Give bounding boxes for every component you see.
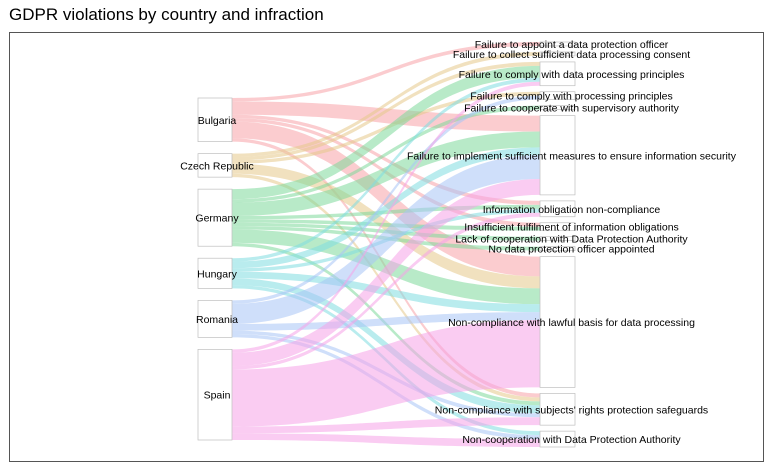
target-label-failure-to-cooperate-with-supervisory-authority: Failure to cooperate with supervisory au…	[464, 103, 680, 115]
source-label-spain: Spain	[204, 390, 231, 402]
target-node-failure-to-cooperate-with-supervisory-authority	[539, 105, 576, 110]
link-romania-to-non-compliance-with-lawful-basis-for-data-processing	[232, 312, 540, 331]
link-germany-to-failure-to-implement-sufficient-measures-to-ensure-information-security	[232, 131, 540, 216]
target-label-failure-to-appoint-a-data-protection-officer: Failure to appoint a data protection off…	[475, 39, 669, 51]
target-node-failure-to-comply-with-data-processing-principles	[539, 61, 576, 87]
link-germany-to-failure-to-comply-with-data-processing-principles	[232, 65, 540, 200]
target-label-no-data-protection-officer-appointed: No data protection officer appointed	[488, 244, 654, 256]
target-label-non-compliance-with-subjects-rights-protection-safeguards: Non-compliance with subjects' rights pro…	[435, 404, 708, 416]
source-node-romania	[197, 300, 233, 338]
target-label-insufficient-fulfilment-of-information-obligations: Insufficient fulfilment of information o…	[464, 222, 679, 234]
link-germany-to-insufficient-fulfilment-of-information-obligations	[232, 219, 540, 231]
link-hungary-to-failure-to-implement-sufficient-measures-to-ensure-information-security	[232, 147, 540, 269]
link-spain-to-failure-to-comply-with-data-processing-principles	[232, 81, 540, 353]
source-label-czech-republic: Czech Republic	[180, 160, 254, 172]
target-node-non-compliance-with-subjects-rights-protection-safeguards	[539, 393, 576, 426]
links-layer	[232, 42, 540, 447]
target-label-non-compliance-with-lawful-basis-for-data-processing: Non-compliance with lawful basis for dat…	[448, 317, 695, 329]
target-node-lack-of-cooperation-with-data-protection-authority	[539, 236, 576, 241]
link-hungary-to-failure-to-comply-with-data-processing-principles	[232, 77, 540, 262]
target-node-failure-to-appoint-a-data-protection-officer	[539, 41, 576, 47]
target-node-failure-to-collect-sufficient-data-processing-consent	[539, 51, 576, 57]
target-node-no-data-protection-officer-appointed	[539, 246, 576, 251]
link-bulgaria-to-failure-to-appoint-a-data-protection-officer	[232, 42, 540, 102]
source-label-germany: Germany	[195, 213, 239, 225]
source-node-czech-republic	[197, 153, 233, 178]
source-node-spain	[197, 349, 233, 441]
target-node-failure-to-implement-sufficient-measures-to-ensure-information-security	[539, 115, 576, 196]
link-spain-to-failure-to-implement-sufficient-measures-to-ensure-information-security	[232, 179, 540, 367]
target-node-information-obligation-non-compliance	[539, 200, 576, 218]
target-label-non-cooperation-with-data-protection-authority: Non-cooperation with Data Protection Aut…	[462, 434, 681, 446]
target-label-information-obligation-non-compliance: Information obligation non-compliance	[483, 204, 661, 216]
labels-layer: Bulgaria Czech Republic Germany Hungary Roma…	[180, 39, 736, 446]
link-spain-to-information-obligation-non-compliance	[232, 212, 540, 370]
target-node-non-compliance-with-lawful-basis-for-data-processing	[539, 256, 576, 388]
link-germany-to-failure-to-cooperate-with-supervisory-authority	[232, 105, 540, 203]
source-node-germany	[197, 188, 233, 247]
link-romania-to-failure-to-implement-sufficient-measures-to-ensure-information-security	[232, 155, 540, 324]
link-czech-republic-to-non-compliance-with-subjects-rights-protection-safeguards	[232, 173, 540, 402]
target-label-failure-to-implement-sufficient-measures-to-ensure-information-security: Failure to implement sufficient measures…	[407, 150, 737, 162]
target-label-lack-of-cooperation-with-data-protection-authority: Lack of cooperation with Data Protection…	[455, 234, 688, 246]
link-spain-to-non-cooperation-with-data-protection-authority	[232, 433, 540, 447]
link-spain-to-non-compliance-with-lawful-basis-for-data-processing	[232, 320, 540, 427]
link-czech-republic-to-failure-to-collect-sufficient-data-processing-consent	[232, 51, 540, 157]
target-node-insufficient-fulfilment-of-information-obligations	[539, 222, 576, 232]
target-node-failure-to-comply-with-processing-principles	[539, 91, 576, 100]
source-node-bulgaria	[197, 97, 233, 142]
link-bulgaria-to-information-obligation-non-compliance	[232, 114, 540, 205]
link-czech-republic-to-failure-to-comply-with-data-processing-principles	[232, 61, 540, 161]
source-label-hungary: Hungary	[197, 268, 237, 280]
nodes-layer	[197, 41, 576, 448]
target-label-failure-to-collect-sufficient-data-processing-consent: Failure to collect sufficient data proce…	[453, 49, 690, 61]
target-label-failure-to-comply-with-processing-principles: Failure to comply with processing princi…	[470, 91, 673, 103]
source-node-hungary	[197, 257, 233, 289]
source-label-bulgaria: Bulgaria	[198, 115, 237, 127]
source-label-romania: Romania	[196, 314, 238, 326]
link-bulgaria-to-failure-to-implement-sufficient-measures-to-ensure-information-security	[232, 101, 540, 132]
link-spain-to-non-compliance-with-subjects-rights-protection-safeguards	[232, 417, 540, 434]
target-label-failure-to-comply-with-data-processing-principles: Failure to comply with data processing p…	[459, 69, 685, 81]
target-node-non-cooperation-with-data-protection-authority	[539, 430, 576, 448]
link-romania-to-failure-to-comply-with-processing-principles	[232, 95, 540, 304]
chart-title: GDPR violations by country and infractio…	[9, 5, 324, 24]
